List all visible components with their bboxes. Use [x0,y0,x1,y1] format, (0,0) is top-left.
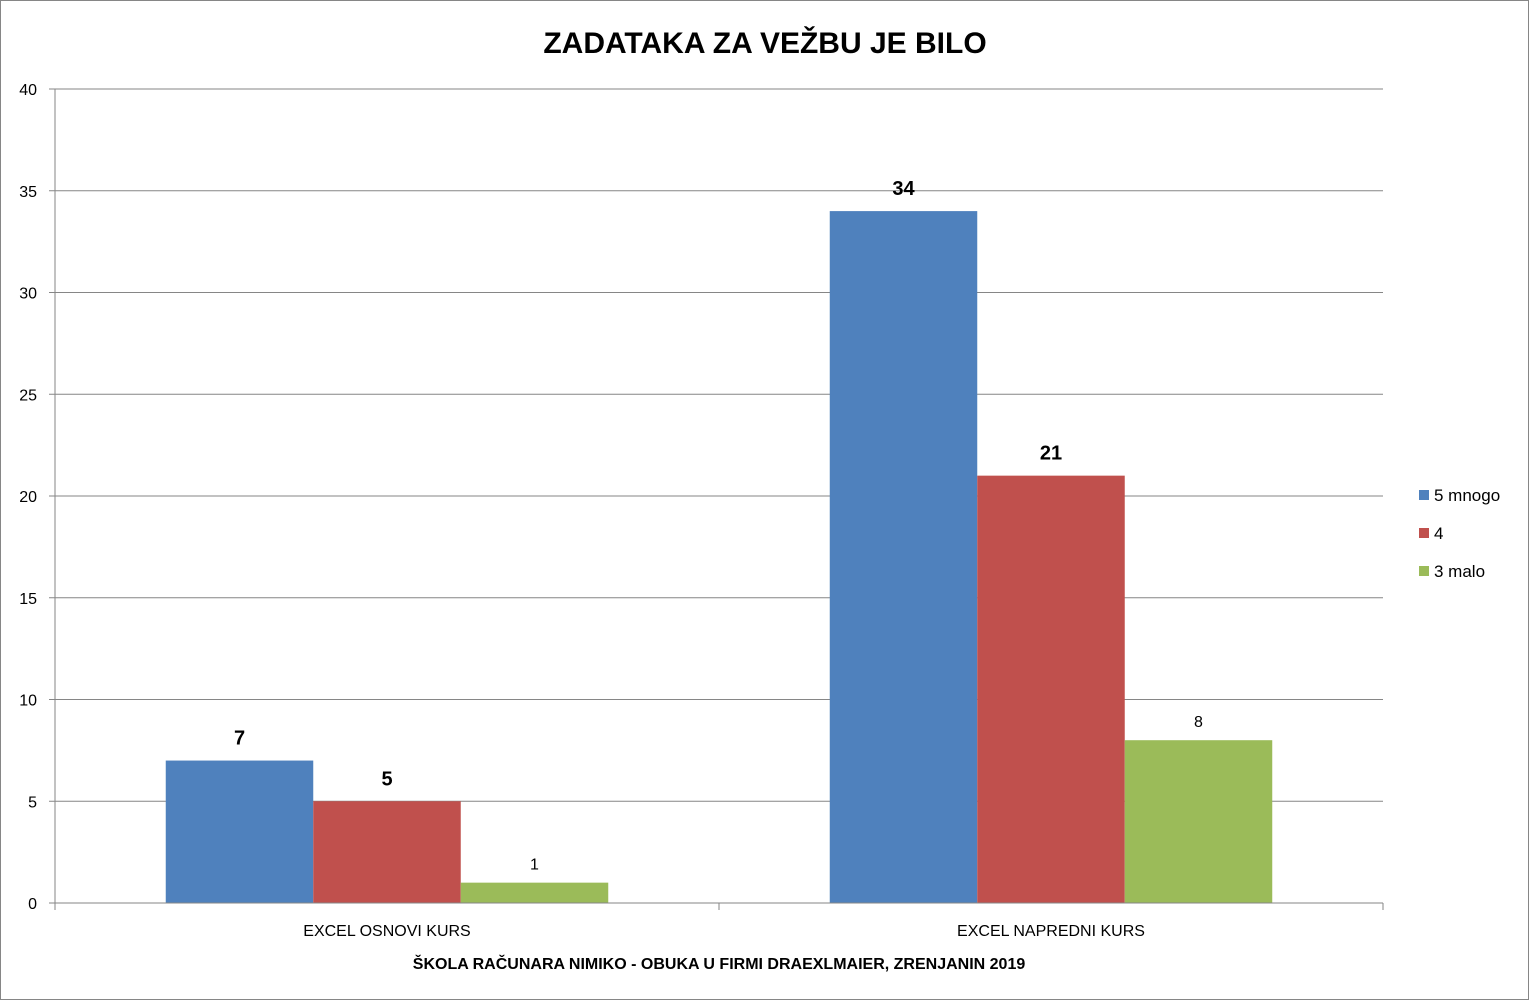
bar [460,882,609,903]
data-label: 21 [1040,443,1062,465]
data-label: 5 [381,768,392,790]
bar [313,801,461,903]
y-tick-label: 40 [19,82,37,99]
data-label: 1 [530,857,539,874]
y-tick-label: 20 [19,489,37,506]
bar [977,475,1125,903]
y-tick-label: 0 [28,896,37,913]
legend-label: 5 mnogo [1434,486,1500,505]
legend-swatch [1419,528,1429,538]
bars [165,211,1273,904]
legend-label: 4 [1434,524,1443,543]
data-label: 8 [1194,714,1203,731]
legend-swatch [1419,566,1429,576]
chart-title: ZADATAKA ZA VEŽBU JE BILO [543,26,986,60]
y-tick-label: 25 [19,387,37,404]
bar [1124,740,1273,903]
y-tick-label: 30 [19,286,37,303]
y-tick-label: 35 [19,184,37,201]
legend-swatch [1419,490,1429,500]
x-tick-label: EXCEL NAPREDNI KURS [957,923,1145,940]
data-label: 34 [892,178,915,200]
y-tick-label: 15 [19,591,37,608]
legend-label: 3 malo [1434,562,1485,581]
bar [165,760,314,903]
y-tick-label: 10 [19,693,37,710]
x-axis-title: ŠKOLA RAČUNARA NIMIKO - OBUKA U FIRMI DR… [413,954,1026,973]
data-labels: 7 5 1 34 21 8 [234,178,1203,874]
bar [829,211,978,904]
legend: 5 mnogo 4 3 malo [1419,486,1500,581]
y-tick-label: 5 [28,794,37,811]
x-tick-label: EXCEL OSNOVI KURS [303,923,470,940]
gridlines [55,88,1383,802]
data-label: 7 [234,728,245,750]
